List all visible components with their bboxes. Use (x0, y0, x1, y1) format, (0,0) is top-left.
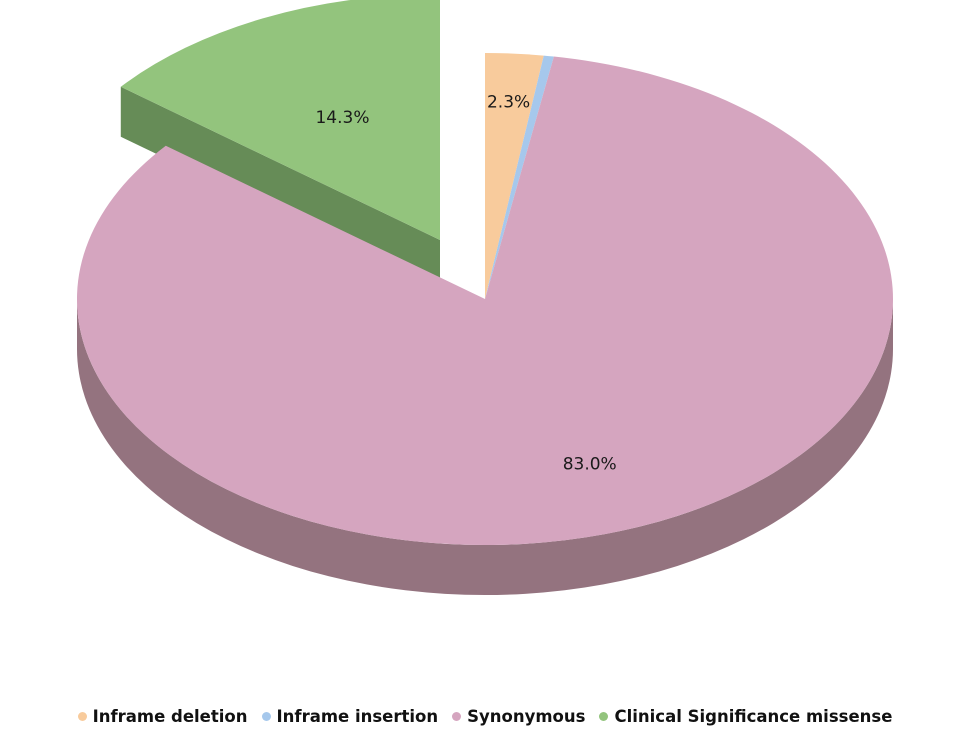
slice-inframe-deletion (485, 53, 544, 299)
slice-synonymous (76, 56, 893, 595)
data-label-clinical-significance-missense: 14.3% (315, 108, 369, 128)
legend-label: Synonymous (467, 706, 586, 726)
legend: Inframe deletion Inframe insertion Synonym… (0, 703, 970, 729)
legend-swatch (452, 711, 462, 721)
legend-label: Inframe insertion (276, 706, 439, 726)
legend-item-inframe-deletion: Inframe deletion (77, 706, 248, 726)
slice-top-synonymous (76, 56, 893, 545)
legend-swatch (261, 711, 271, 721)
legend-label: Inframe deletion (92, 706, 248, 726)
slice-top-clinical-significance-missense (120, 0, 440, 240)
slice-top-inframe-deletion (485, 53, 544, 299)
legend-swatch (599, 711, 609, 721)
pie-chart: 2.3% 83.0% 14.3% (76, 0, 893, 595)
data-label-synonymous: 83.0% (563, 455, 617, 475)
slice-side-synonymous (77, 299, 893, 595)
legend-item-inframe-insertion: Inframe insertion (261, 706, 439, 726)
slice-top-inframe-insertion (485, 55, 554, 300)
legend-label: Clinical Significance missense (614, 706, 893, 726)
legend-swatch (77, 711, 87, 721)
slice-inframe-insertion (485, 55, 554, 300)
legend-item-synonymous: Synonymous (452, 707, 585, 726)
legend-item-clinical-significance-missense: Clinical Significance missense (599, 707, 892, 726)
data-label-inframe-deletion: 2.3% (487, 93, 530, 113)
